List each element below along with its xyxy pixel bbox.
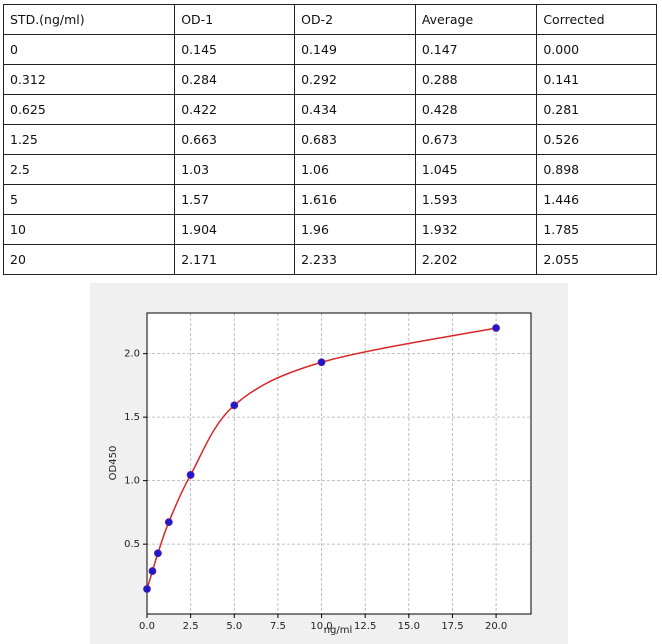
table-row: 0.625 0.422 0.434 0.428 0.281 [2, 94, 657, 125]
table-cell: 0.625 [2, 94, 176, 125]
table-cell: 1.045 [414, 154, 538, 185]
table-cell: 0 [2, 34, 176, 65]
table-cell: Corrected [536, 4, 657, 35]
table-cell: 0.149 [294, 34, 416, 65]
data-point [492, 324, 500, 332]
table-cell: 1.785 [536, 214, 657, 245]
data-point [164, 518, 173, 527]
table-cell: OD-1 [174, 4, 296, 35]
table-cell: 0.673 [414, 124, 538, 155]
plot-frame [146, 312, 532, 615]
table-cell: 1.932 [414, 214, 538, 245]
table-cell: 0.145 [174, 34, 296, 65]
table-cell: 20 [2, 244, 176, 275]
table-row: 20 2.171 2.233 2.202 2.055 [2, 244, 657, 275]
table-cell: 0.288 [414, 64, 538, 95]
x-tick-label: 10.0 [310, 621, 332, 632]
table-cell: Average [414, 4, 538, 35]
x-axis-label: ng/ml [324, 625, 353, 636]
x-tick-label: 12.5 [354, 621, 376, 632]
table-cell: 0.428 [414, 94, 538, 125]
table-cell: 2.171 [174, 244, 296, 275]
table-cell: 1.03 [174, 154, 296, 185]
x-tick-label: 17.5 [441, 621, 463, 632]
plot-area [147, 313, 531, 614]
table-row: 5 1.57 1.616 1.593 1.446 [2, 184, 657, 215]
data-point [148, 567, 157, 575]
data-table: STD.(ng/ml) OD-1 OD-2 Average Corrected 0 0.14… [2, 4, 657, 275]
table-row: 10 1.904 1.96 1.932 1.785 [2, 214, 657, 245]
y-axis-label: OD450 [108, 446, 119, 481]
table-cell: 0.898 [536, 154, 657, 185]
y-tick-label: 2.0 [124, 349, 140, 360]
x-tick-label: 15.0 [398, 621, 420, 632]
y-tick-label: 1.5 [124, 412, 140, 423]
table-cell: 2.202 [414, 244, 538, 275]
table-cell: 5 [2, 184, 176, 215]
header-row: STD.(ng/ml) OD-1 OD-2 Average Corrected [2, 4, 657, 35]
table-cell: 0.292 [294, 64, 416, 95]
x-tick-label: 7.5 [270, 621, 286, 632]
x-tick-label: 20.0 [485, 621, 507, 632]
table-cell: 1.593 [414, 184, 538, 215]
x-tick-label: 0.0 [139, 621, 155, 632]
data-point [230, 401, 239, 410]
table-cell: 2.233 [294, 244, 416, 275]
x-tick-label: 2.5 [183, 621, 199, 632]
table-cell: STD.(ng/ml) [2, 4, 176, 35]
table-cell: 0.663 [174, 124, 296, 155]
table-cell: 1.96 [294, 214, 416, 245]
x-tick-label: 5.0 [226, 621, 242, 632]
data-point [317, 358, 326, 367]
y-tick-label: 1.0 [124, 476, 140, 487]
table-cell: 0.434 [294, 94, 416, 125]
y-tick-label: 0.5 [124, 539, 140, 550]
data-point [143, 585, 151, 593]
table-cell: 2.055 [536, 244, 657, 275]
data-point [186, 471, 195, 479]
data-point [154, 549, 162, 558]
table-row: 0 0.145 0.149 0.147 0.000 [2, 34, 657, 65]
